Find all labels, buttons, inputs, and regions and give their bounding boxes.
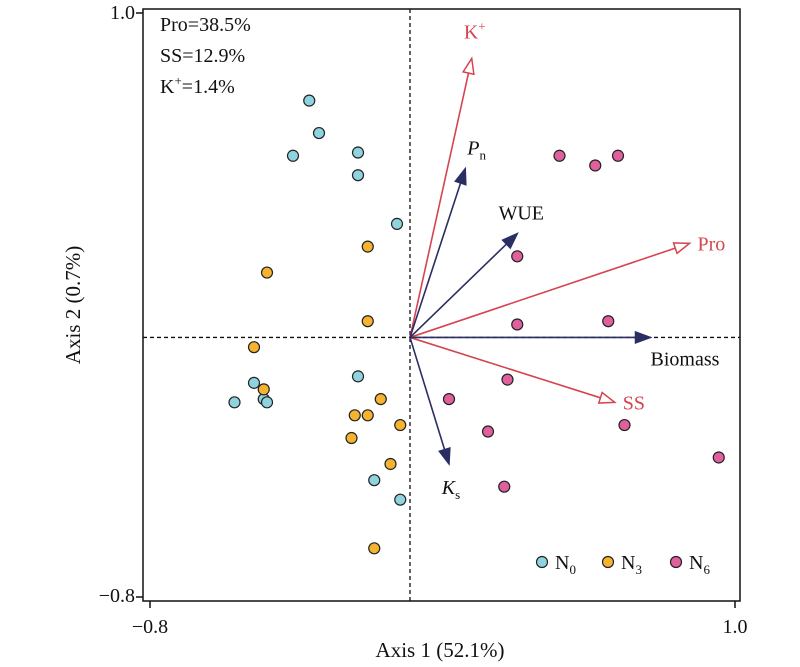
legend-marker-n6 [669, 555, 683, 569]
stat-ss: SS=12.9% [160, 45, 245, 67]
point-n3-0 [361, 240, 374, 253]
point-n3-10 [384, 457, 397, 471]
response-arrow-label-2-sup: + [478, 18, 485, 33]
legend-label-n6: N6 [689, 552, 710, 577]
explanatory-arrow-line-2 [409, 182, 462, 338]
explanatory-arrow-label-0: Biomass [651, 348, 720, 370]
point-n6-10 [498, 480, 511, 493]
explanatory-arrow-label-2: Pn [466, 138, 486, 163]
response-arrow-label-2-base: K [464, 21, 479, 43]
point-n0-12 [394, 493, 407, 506]
explanatory-arrow-head-2 [454, 166, 467, 186]
point-n6-11 [712, 451, 725, 464]
point-n6-3 [511, 250, 524, 263]
point-n6-6 [501, 373, 514, 386]
legend-label-base-1: N [621, 552, 635, 574]
point-n6-0 [553, 149, 566, 162]
response-arrow-head-0 [672, 242, 692, 255]
response-arrow-head-1 [597, 391, 617, 404]
legend-label-n3: N3 [621, 552, 642, 577]
legend-label-n0: N0 [555, 552, 576, 577]
point-n0-10 [351, 370, 365, 383]
x-axis-title: Axis 1 (52.1%) [376, 638, 505, 662]
plot-frame [142, 8, 741, 602]
point-n3-6 [348, 409, 361, 422]
point-n0-6 [247, 376, 261, 389]
legend-label-sub-1: 3 [635, 562, 642, 577]
stats-annotation: Pro=38.5% SS=12.9% K+=1.4% [160, 14, 251, 98]
response-arrow-head-2 [461, 56, 475, 76]
point-n6-7 [442, 392, 456, 406]
legend-label-sub-2: 6 [703, 562, 710, 577]
response-arrow-line-0 [409, 247, 676, 339]
legend-marker-n0 [535, 555, 549, 569]
point-n0-2 [286, 149, 300, 162]
x-tick-min: −0.8 [132, 616, 168, 638]
explanatory-arrow-label-2-base: P [466, 138, 479, 160]
point-n3-3 [247, 341, 261, 354]
explanatory-arrow-label-1: WUE [498, 203, 544, 225]
explanatory-arrow-line-1 [409, 243, 508, 339]
stat-k-base: K [160, 76, 175, 98]
explanatory-arrow-head-0 [634, 330, 653, 345]
point-n0-1 [312, 126, 326, 140]
point-n3-2 [361, 315, 374, 328]
response-arrow-label-1: SS [623, 392, 645, 414]
point-n0-11 [368, 474, 381, 487]
point-layer [228, 94, 725, 555]
y-tick-max: 1.0 [110, 2, 135, 24]
point-n3-7 [361, 409, 374, 422]
point-n6-9 [618, 418, 631, 432]
response-arrow-label-2: K+ [464, 18, 486, 43]
point-n3-8 [394, 418, 407, 432]
point-n3-11 [368, 542, 381, 555]
explanatory-arrow-label-3: Ks [441, 477, 460, 502]
legend-label-base-2: N [689, 552, 703, 574]
explanatory-arrow-head-1 [501, 232, 519, 250]
response-arrow-label-0: Pro [698, 233, 726, 255]
axis-layer [136, 9, 740, 608]
explanatory-arrow-head-3 [438, 446, 451, 467]
stat-k-sup: + [174, 73, 181, 88]
legend-label-base-0: N [555, 552, 569, 574]
point-n0-0 [303, 94, 316, 107]
point-n6-2 [611, 149, 625, 162]
point-n0-8 [228, 396, 241, 409]
point-n3-5 [374, 392, 387, 406]
point-n6-1 [589, 159, 602, 172]
point-n0-9 [260, 396, 274, 409]
x-tick-max: 1.0 [723, 616, 748, 638]
point-n3-9 [345, 431, 358, 445]
stat-pro: Pro=38.5% [160, 14, 251, 36]
y-tick-min: −0.8 [99, 585, 135, 607]
explanatory-arrow-label-3-base: K [441, 477, 457, 499]
point-n6-5 [602, 315, 615, 328]
explanatory-arrow-line-3 [409, 337, 446, 450]
y-axis-title: Axis 2 (0.7%) [61, 246, 85, 364]
point-n3-1 [260, 266, 274, 279]
stat-k: K+=1.4% [160, 73, 235, 98]
point-n6-8 [481, 425, 495, 438]
response-arrow-line-1 [409, 336, 601, 399]
explanatory-arrow-label-3-sub: s [455, 487, 460, 502]
point-n6-4 [511, 318, 524, 331]
point-n0-3 [351, 146, 365, 159]
legend-marker-n3 [601, 555, 615, 569]
point-n0-4 [351, 169, 365, 182]
point-n0-5 [390, 217, 404, 230]
legend-label-sub-0: 0 [569, 562, 576, 577]
response-arrow-line-2 [409, 72, 470, 338]
explanatory-arrow-label-2-sub: n [479, 148, 486, 163]
stat-k-rest: =1.4% [182, 76, 235, 98]
legend: N0 N3 N6 [535, 552, 710, 577]
point-n3-4 [257, 383, 270, 396]
